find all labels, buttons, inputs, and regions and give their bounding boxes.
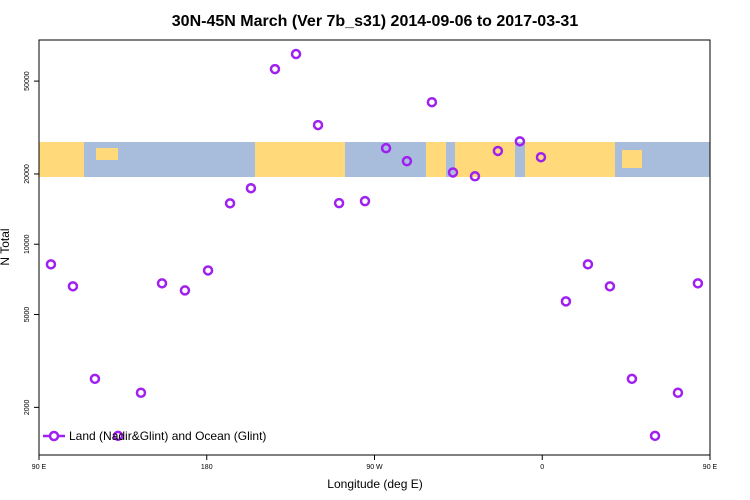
point (202, 265, 214, 276)
y-tick-label: 10000 (24, 234, 31, 254)
x-tick-label: 90 E (703, 464, 718, 471)
legend-label: Land (Nadir&Glint) and Ocean (Glint) (69, 429, 266, 443)
point (179, 285, 191, 296)
y-tick-label: 5000 (24, 307, 31, 323)
point (672, 387, 684, 399)
point (380, 142, 392, 154)
x-axis-label: Longitude (deg E) (327, 477, 422, 491)
point (224, 198, 236, 209)
point (649, 430, 661, 442)
legend-marker (48, 430, 60, 442)
point (89, 373, 101, 385)
point (269, 63, 281, 75)
map-strip (39, 142, 710, 177)
y-tick-label: 2000 (24, 399, 31, 415)
chart-title: 30N-45N March (Ver 7b_s31) 2014-09-06 to… (172, 13, 579, 30)
point (514, 136, 526, 147)
point (492, 145, 504, 157)
point (604, 281, 616, 292)
y-axis-label: N Total (0, 228, 12, 265)
point (290, 48, 302, 60)
point (626, 373, 638, 385)
point (560, 296, 572, 307)
point (112, 430, 124, 442)
point (401, 155, 413, 167)
plot-frame (38, 39, 711, 456)
x-tick-label: 90 W (366, 464, 383, 471)
y-tick-label: 20000 (24, 164, 31, 184)
x-tick-label: 180 (201, 464, 213, 471)
point (333, 197, 345, 209)
point (582, 259, 594, 270)
point (692, 278, 704, 289)
y-tick-label: 50000 (24, 71, 31, 91)
point (359, 195, 371, 207)
point (426, 96, 438, 108)
point (535, 151, 547, 163)
point (469, 171, 481, 182)
point (312, 119, 324, 131)
x-tick-label: 90 E (32, 464, 47, 471)
point (45, 259, 57, 270)
point (67, 281, 79, 292)
point (156, 278, 168, 289)
point (447, 167, 459, 178)
point (135, 387, 147, 399)
point (245, 182, 257, 194)
x-tick-label: 0 (540, 464, 544, 471)
